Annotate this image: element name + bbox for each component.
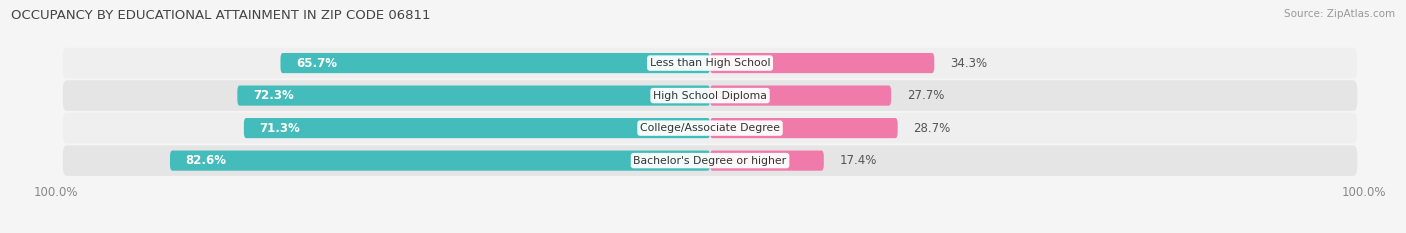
- Text: Less than High School: Less than High School: [650, 58, 770, 68]
- FancyBboxPatch shape: [63, 48, 1357, 78]
- FancyBboxPatch shape: [710, 118, 897, 138]
- Text: 28.7%: 28.7%: [914, 122, 950, 135]
- FancyBboxPatch shape: [710, 86, 891, 106]
- FancyBboxPatch shape: [710, 151, 824, 171]
- FancyBboxPatch shape: [243, 118, 710, 138]
- Text: College/Associate Degree: College/Associate Degree: [640, 123, 780, 133]
- Text: 17.4%: 17.4%: [839, 154, 877, 167]
- Text: 82.6%: 82.6%: [186, 154, 226, 167]
- Text: Bachelor's Degree or higher: Bachelor's Degree or higher: [634, 156, 786, 166]
- Text: 71.3%: 71.3%: [260, 122, 301, 135]
- Text: 65.7%: 65.7%: [297, 57, 337, 70]
- Text: 72.3%: 72.3%: [253, 89, 294, 102]
- FancyBboxPatch shape: [238, 86, 710, 106]
- FancyBboxPatch shape: [63, 80, 1357, 111]
- Text: 34.3%: 34.3%: [950, 57, 987, 70]
- FancyBboxPatch shape: [710, 53, 934, 73]
- FancyBboxPatch shape: [63, 113, 1357, 143]
- FancyBboxPatch shape: [170, 151, 710, 171]
- FancyBboxPatch shape: [63, 145, 1357, 176]
- Legend: Owner-occupied, Renter-occupied: Owner-occupied, Renter-occupied: [572, 229, 848, 233]
- Text: OCCUPANCY BY EDUCATIONAL ATTAINMENT IN ZIP CODE 06811: OCCUPANCY BY EDUCATIONAL ATTAINMENT IN Z…: [11, 9, 430, 22]
- FancyBboxPatch shape: [280, 53, 710, 73]
- Text: 27.7%: 27.7%: [907, 89, 945, 102]
- Text: High School Diploma: High School Diploma: [654, 91, 766, 101]
- Text: Source: ZipAtlas.com: Source: ZipAtlas.com: [1284, 9, 1395, 19]
